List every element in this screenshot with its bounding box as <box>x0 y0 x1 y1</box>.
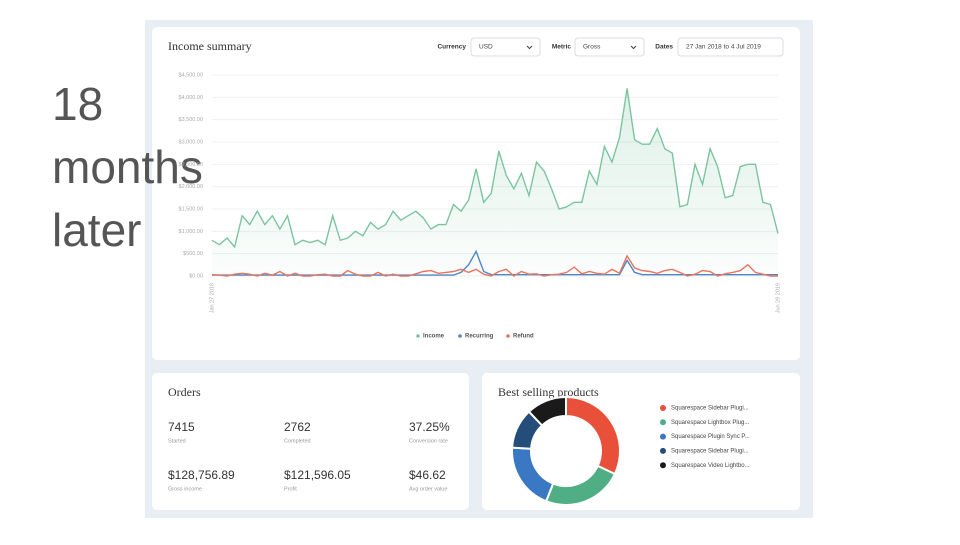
caption-line: 18 <box>52 78 103 130</box>
stat-value: $128,756.89 <box>168 468 235 482</box>
control-box[interactable] <box>574 37 645 57</box>
series-line <box>211 88 779 249</box>
stat-value: 37.25% <box>409 420 450 434</box>
stat-value: $46.62 <box>409 468 446 482</box>
stat-label: Conversion rate <box>409 438 448 444</box>
legend-dot <box>416 334 420 338</box>
legend-label: Recurring <box>465 334 494 340</box>
y-tick-label: $2,500.00 <box>179 162 203 168</box>
stat-label: Started <box>168 438 186 444</box>
legend-dot <box>660 433 666 440</box>
y-tick-label: $4,500.00 <box>179 72 203 78</box>
card-title: Best selling products <box>498 385 599 399</box>
y-tick-label: $1,000.00 <box>179 229 203 235</box>
stat-value: 2762 <box>284 420 311 434</box>
y-tick-label: $2,000.00 <box>179 184 203 190</box>
chevron <box>630 45 637 50</box>
legend-dot <box>660 419 666 426</box>
caption-line: later <box>52 204 141 256</box>
control-label: Metric <box>552 44 572 51</box>
y-tick-label: $1,500.00 <box>179 206 203 212</box>
orders-card <box>152 373 469 510</box>
control-label: Currency <box>437 44 466 51</box>
legend-label: Squarespace Plugin Sync P... <box>671 434 750 440</box>
legend-label: Squarespace Lightbox Plug... <box>671 420 750 426</box>
card-title: Income summary <box>168 39 252 53</box>
control-value: Gross <box>583 44 601 51</box>
stat-label: Profit <box>284 486 297 492</box>
stat-value: $121,596.05 <box>284 468 351 482</box>
legend-dot <box>660 462 666 469</box>
y-tick-label: $500.00 <box>183 251 203 257</box>
legend-label: Squarespace Sidebar Plugi... <box>671 448 749 454</box>
series-line <box>211 254 778 277</box>
x-tick-label: Jan 27 2018 <box>209 283 215 313</box>
legend-dot <box>660 447 666 454</box>
card-title: Orders <box>168 385 201 399</box>
legend-label: Income <box>423 334 445 340</box>
stat-label: Avg order value <box>409 486 447 492</box>
legend-dot <box>660 405 666 411</box>
y-tick-label: $3,500.00 <box>179 117 203 123</box>
control-label: Dates <box>655 44 673 51</box>
caption-line: months <box>52 141 203 193</box>
y-tick-label: $0.00 <box>189 273 203 279</box>
series-area <box>212 88 778 277</box>
stat-label: Completed <box>284 438 311 444</box>
y-tick-label: $3,000.00 <box>179 139 203 145</box>
legend-dot <box>458 334 462 338</box>
control-value: 27 Jan 2018 to 4 Jul 2019 <box>686 44 761 51</box>
legend-label: Squarespace Sidebar Plugi... <box>671 406 749 412</box>
y-tick-label: $4,000.00 <box>179 95 203 101</box>
control-box[interactable] <box>677 37 784 57</box>
stat-value: 7415 <box>168 420 195 434</box>
legend-label: Refund <box>513 334 534 340</box>
control-box[interactable] <box>470 37 541 57</box>
legend-dot <box>506 334 510 338</box>
x-tick-label: Jun 29 2019 <box>775 283 781 313</box>
stat-label: Gross income <box>168 486 202 492</box>
control-value: USD <box>479 44 493 51</box>
donut-slice <box>527 395 567 427</box>
chevron <box>526 45 533 50</box>
legend-label: Squarespace Video Lightbo... <box>671 463 750 469</box>
